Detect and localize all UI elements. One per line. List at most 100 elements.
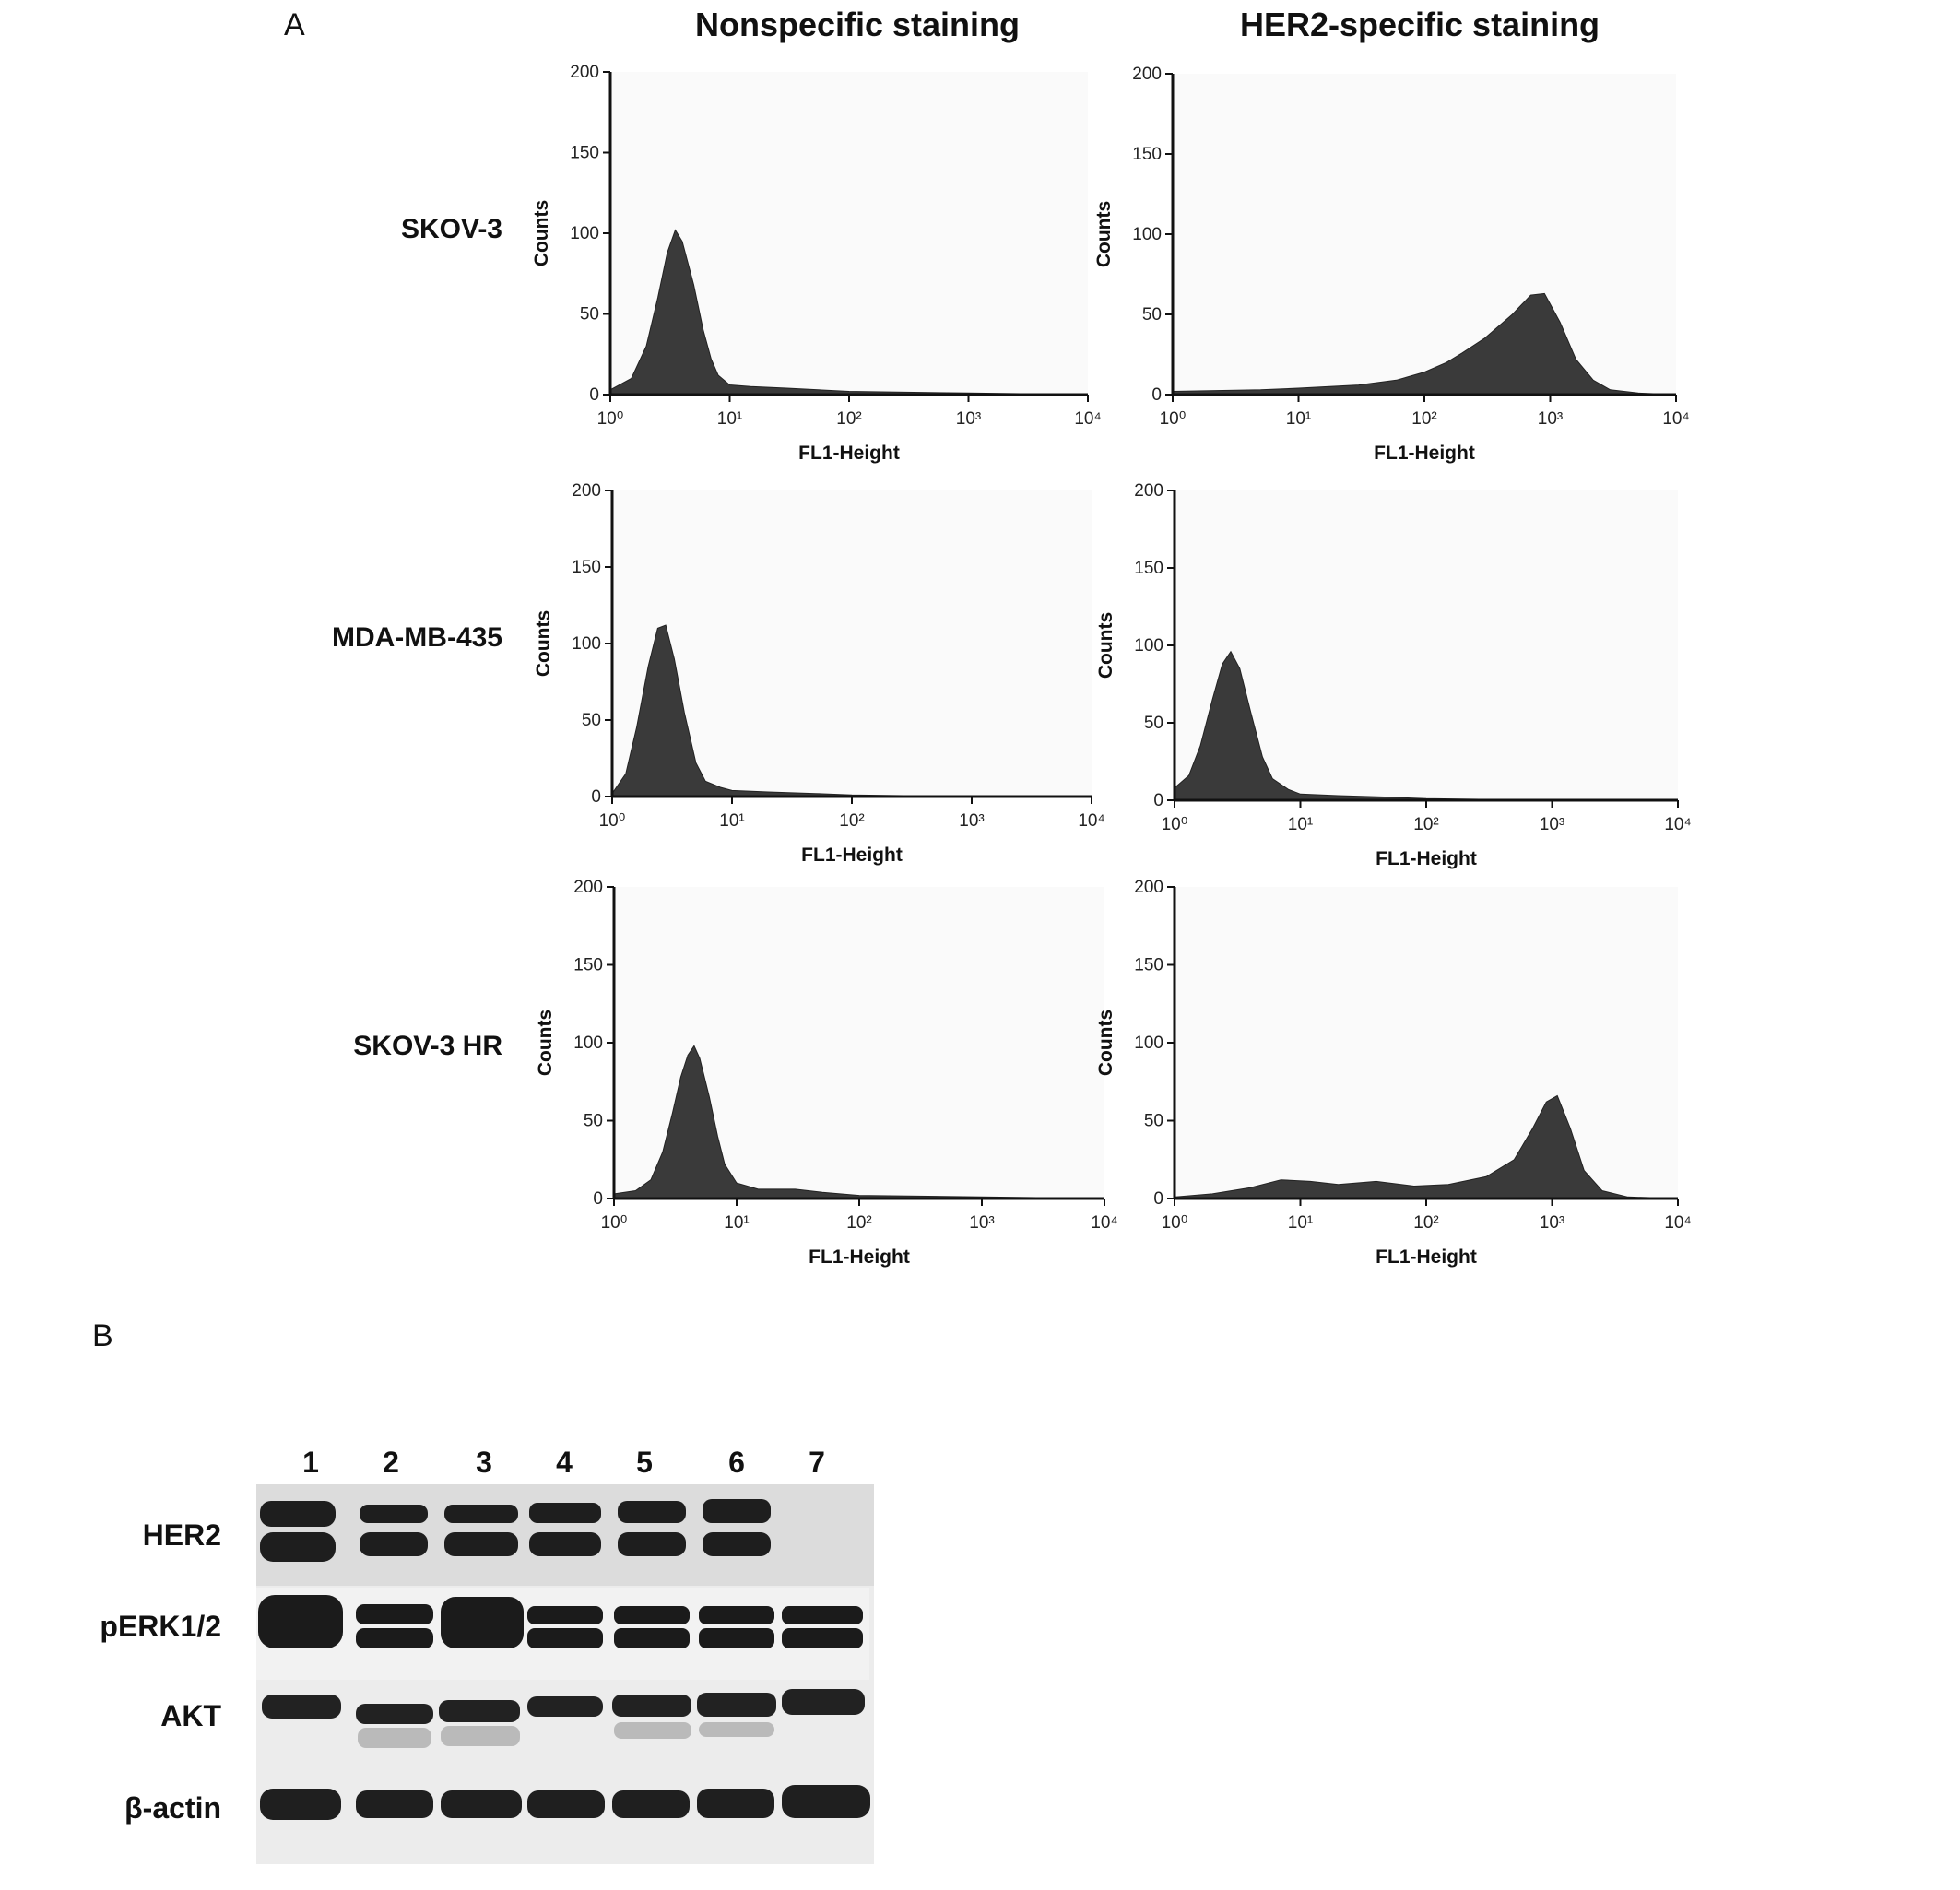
x-tick-label: 10²	[846, 1213, 871, 1233]
y-tick-label: 150	[570, 144, 599, 163]
lane-number: 5	[636, 1446, 653, 1479]
x-tick-label: 10¹	[724, 1213, 749, 1233]
y-tick-label: 50	[582, 711, 601, 730]
y-axis-label: Counts	[531, 200, 552, 266]
plot-area	[1173, 74, 1676, 395]
y-tick-label: 200	[572, 481, 601, 501]
histogram-panel-3: 0 50 100 150 200 10⁰ 10¹ 10² 10³ 10⁴ FL1-Height Cou…	[533, 481, 1105, 866]
y-axis-label: Counts	[1093, 201, 1115, 267]
y-axis-label: Counts	[533, 610, 554, 677]
x-tick-label: 10⁴	[1078, 811, 1104, 831]
lane-number: 2	[383, 1446, 399, 1479]
x-tick-label: 10⁰	[601, 1213, 628, 1233]
histogram-panel-1: 0 50 100 150 200 10⁰ 10¹ 10² 10³ 10⁴ FL1-Height Cou…	[531, 63, 1102, 464]
y-tick-label: 50	[1144, 1112, 1163, 1131]
histogram-panel-4: 0 50 100 150 200 10⁰ 10¹ 10² 10³ 10⁴ FL1-Height Cou…	[1095, 481, 1692, 869]
y-tick-label: 0	[1151, 385, 1162, 405]
lane-number: 7	[809, 1446, 825, 1479]
y-axis-label: Counts	[1095, 1010, 1116, 1076]
x-tick-label: 10⁴	[1662, 409, 1689, 429]
y-tick-label: 0	[1153, 1189, 1163, 1209]
histogram-grid: 0 50 100 150 200 10⁰ 10¹ 10² 10³ 10⁴ FL1-Height Cou…	[531, 63, 1692, 1268]
y-tick-label: 0	[591, 787, 601, 807]
x-axis-label: FL1-Height	[798, 443, 900, 464]
histogram-area	[1174, 650, 1678, 801]
y-tick-label: 100	[1134, 1034, 1163, 1053]
y-tick-label: 150	[573, 956, 603, 975]
x-tick-label: 10⁰	[1162, 815, 1188, 834]
plot-area	[1175, 887, 1678, 1199]
y-tick-label: 100	[570, 224, 599, 243]
blot-label-her2: HER2	[142, 1518, 221, 1552]
y-tick-label: 100	[1132, 225, 1162, 244]
row-label-skov3-hr: SKOV-3 HR	[353, 1031, 502, 1061]
x-axis-label: FL1-Height	[1374, 443, 1475, 464]
x-tick-label: 10¹	[719, 811, 744, 831]
x-tick-label: 10²	[839, 811, 864, 831]
x-tick-label: 10³	[959, 811, 984, 831]
lane-number: 1	[302, 1446, 319, 1479]
x-tick-label: 10¹	[717, 409, 742, 429]
y-tick-label: 100	[572, 634, 601, 654]
histogram-area	[609, 229, 1089, 396]
blot-label-perk: pERK1/2	[100, 1610, 221, 1643]
x-tick-label: 10⁰	[597, 409, 624, 429]
x-tick-label: 10²	[1413, 815, 1438, 834]
x-tick-label: 10⁴	[1664, 1213, 1691, 1233]
x-tick-label: 10³	[1538, 409, 1563, 429]
perk-bands	[258, 1595, 863, 1648]
blot-label-akt: AKT	[160, 1699, 221, 1732]
beta-actin-bands	[260, 1785, 870, 1820]
y-axis-label: Counts	[1095, 612, 1116, 679]
x-tick-label: 10³	[1540, 815, 1564, 834]
x-tick-label: 10⁰	[1160, 409, 1187, 429]
y-tick-label: 100	[573, 1034, 603, 1053]
x-tick-label: 10¹	[1286, 409, 1311, 429]
y-tick-label: 200	[570, 63, 599, 82]
row-label-skov3: SKOV-3	[400, 214, 502, 244]
blot-label-beta-actin: β-actin	[124, 1791, 221, 1825]
lane-number: 4	[556, 1446, 573, 1479]
panel-b-letter: B	[92, 1318, 113, 1353]
histogram-area	[1174, 1094, 1679, 1199]
y-tick-label: 200	[573, 878, 603, 897]
y-tick-label: 50	[580, 305, 599, 325]
y-tick-label: 50	[1142, 305, 1162, 325]
y-tick-label: 100	[1134, 636, 1163, 656]
histogram-panel-5: 0 50 100 150 200 10⁰ 10¹ 10² 10³ 10⁴ FL1-Height Cou…	[535, 878, 1118, 1268]
y-tick-label: 0	[593, 1189, 603, 1209]
akt-bands	[262, 1689, 865, 1724]
western-blot-image	[256, 1484, 874, 1864]
y-tick-label: 150	[1134, 559, 1163, 578]
x-tick-label: 10⁰	[1162, 1213, 1188, 1233]
column-title-nonspecific: Nonspecific staining	[694, 6, 1021, 43]
histogram-area	[613, 1045, 1105, 1199]
y-tick-label: 200	[1134, 878, 1163, 897]
histogram-area	[611, 624, 1092, 797]
her2-bands	[260, 1499, 771, 1562]
lane-number: 6	[728, 1446, 745, 1479]
column-title-her2-specific: HER2-specific staining	[1239, 6, 1600, 43]
y-axis-label: Counts	[535, 1010, 556, 1076]
histogram-panel-6: 0 50 100 150 200 10⁰ 10¹ 10² 10³ 10⁴ FL1-Height Cou…	[1095, 878, 1692, 1268]
y-tick-label: 0	[1153, 791, 1163, 810]
y-tick-label: 200	[1132, 65, 1162, 84]
x-tick-label: 10⁴	[1091, 1213, 1117, 1233]
x-tick-label: 10¹	[1288, 815, 1313, 834]
x-axis-label: FL1-Height	[1376, 848, 1477, 869]
y-tick-label: 50	[1144, 714, 1163, 733]
y-tick-label: 150	[1134, 956, 1163, 975]
x-tick-label: 10⁴	[1664, 815, 1691, 834]
histogram-panel-2: 0 50 100 150 200 10⁰ 10¹ 10² 10³ 10⁴ FL1-Height Cou…	[1093, 65, 1690, 464]
x-axis-label: FL1-Height	[1376, 1246, 1477, 1268]
panel-a-letter: A	[284, 7, 305, 42]
y-tick-label: 150	[1132, 145, 1162, 164]
y-tick-label: 150	[572, 558, 601, 577]
x-tick-label: 10²	[836, 409, 861, 429]
x-axis-label: FL1-Height	[801, 845, 903, 866]
x-axis-label: FL1-Height	[809, 1246, 910, 1268]
x-tick-label: 10³	[1540, 1213, 1564, 1233]
y-tick-label: 200	[1134, 481, 1163, 501]
x-tick-label: 10¹	[1288, 1213, 1313, 1233]
lane-number: 3	[476, 1446, 492, 1479]
